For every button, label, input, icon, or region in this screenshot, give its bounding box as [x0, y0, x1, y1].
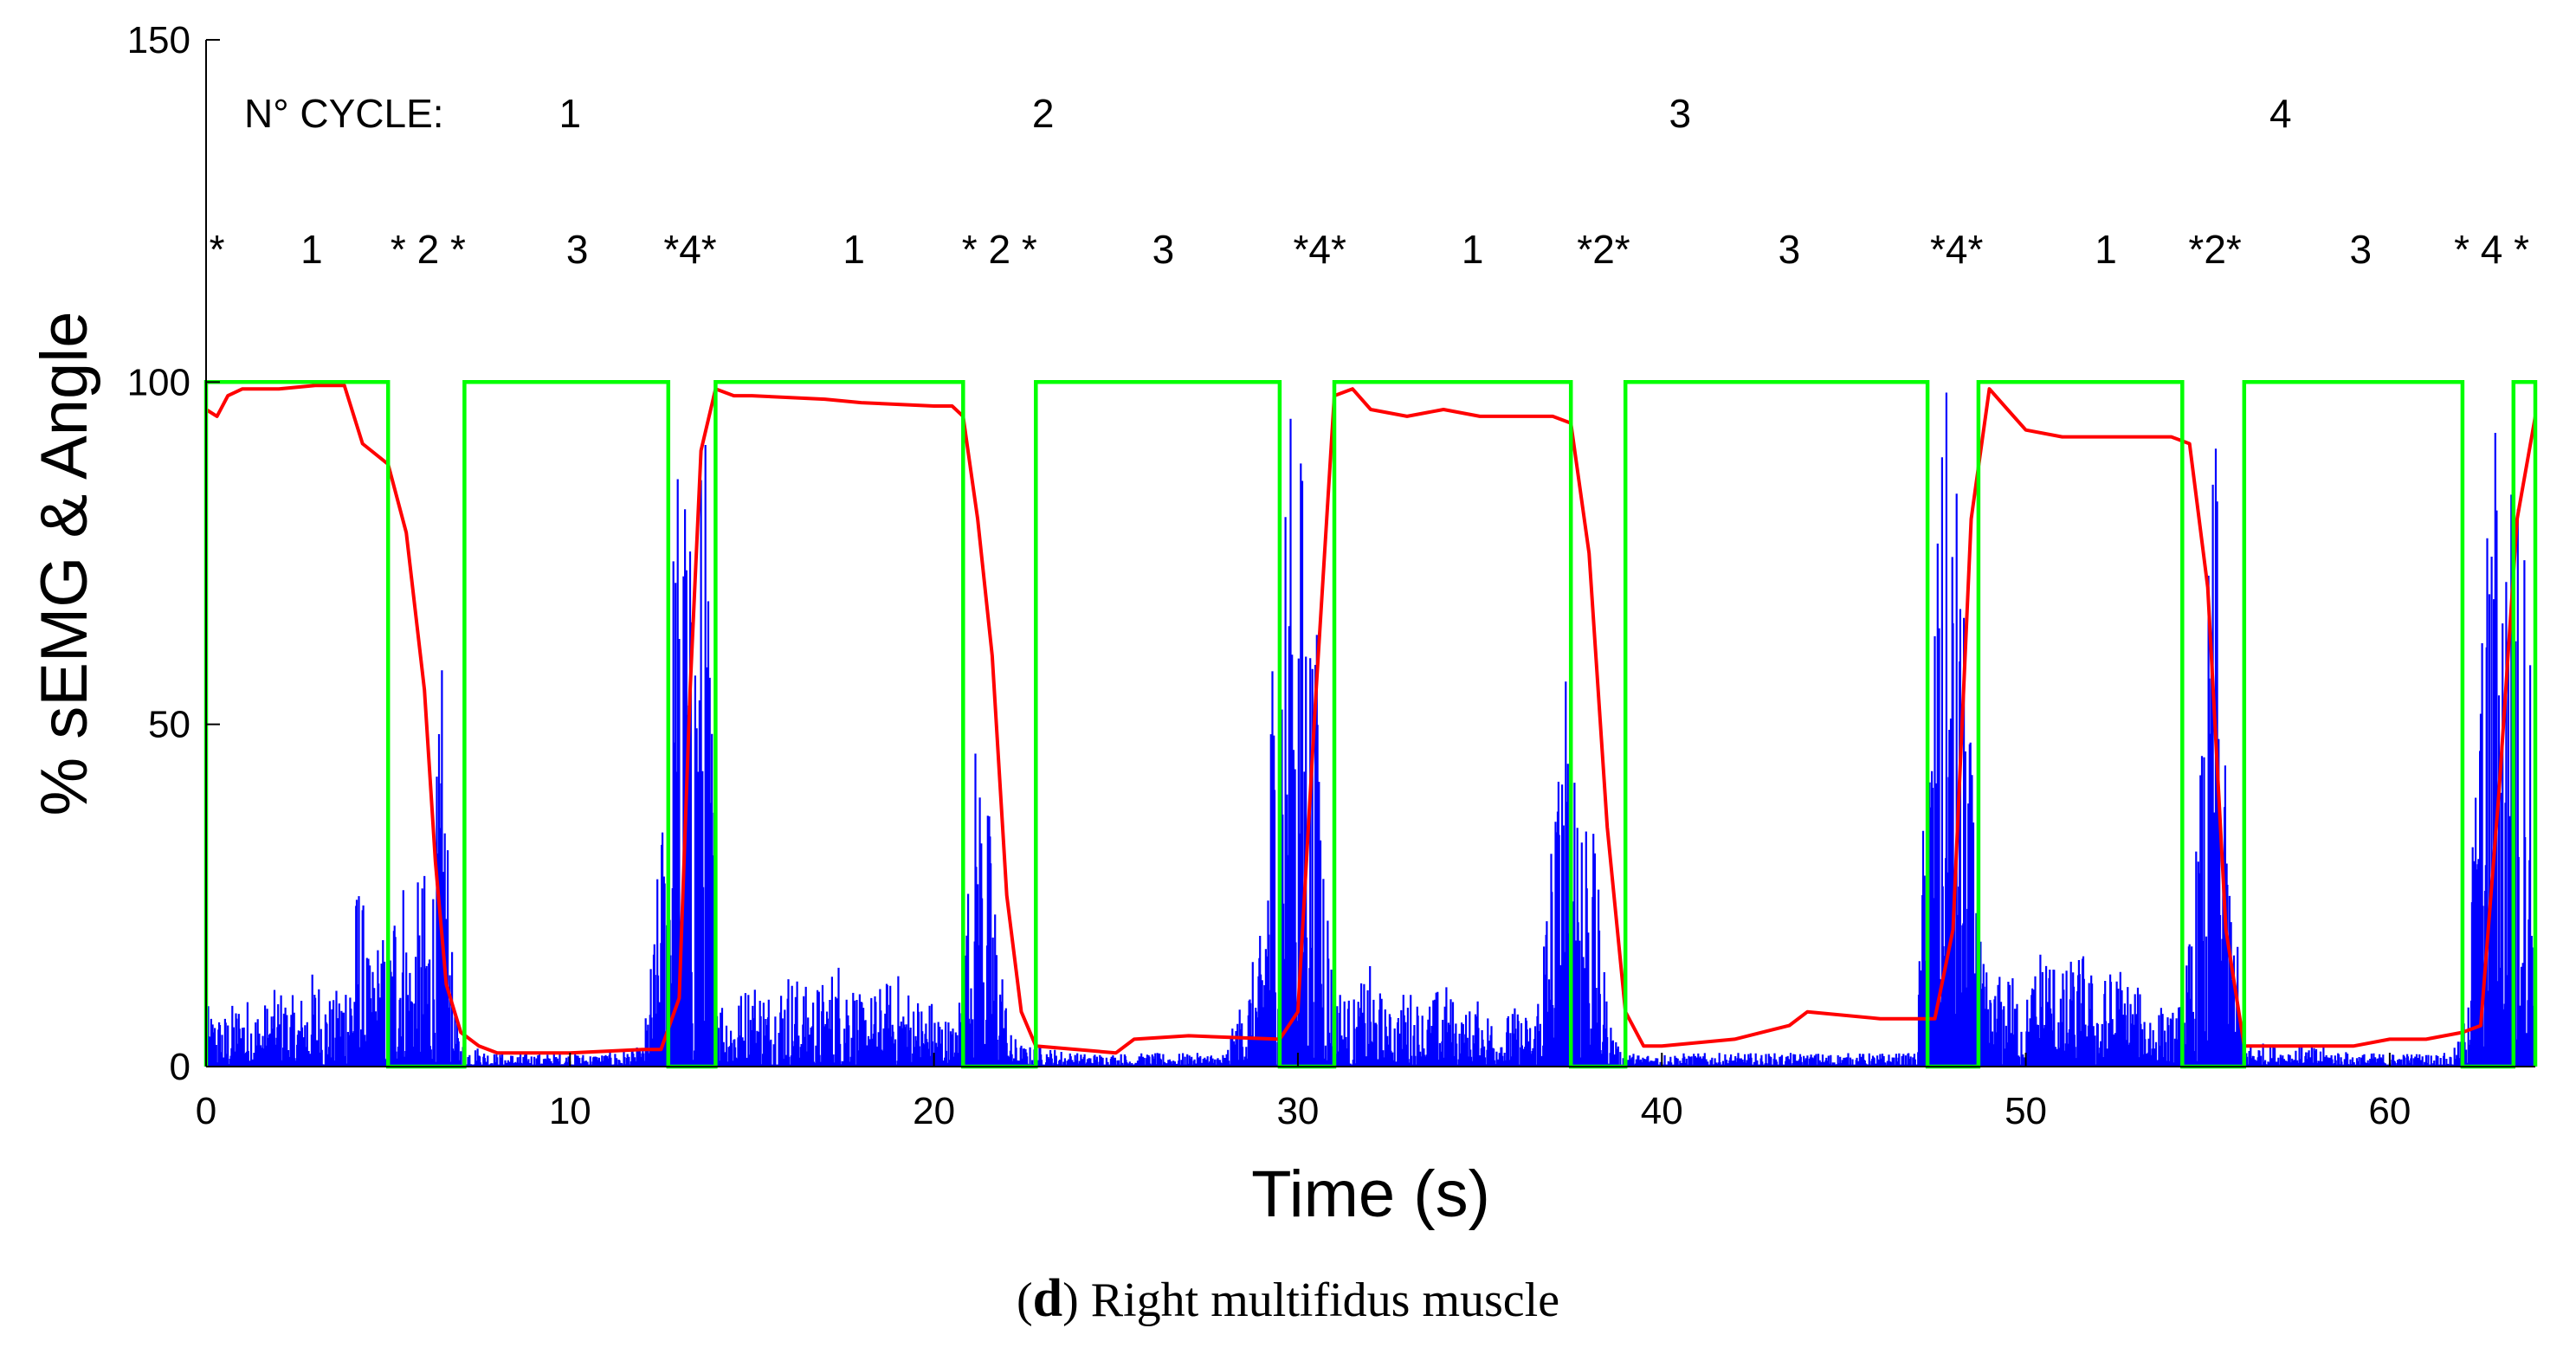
figure-caption: (d) Right multifidus muscle	[0, 1260, 2576, 1338]
phase-label: * 4 *	[2454, 227, 2529, 272]
phase-label: * 2 *	[391, 227, 466, 272]
phase-square-wave	[203, 380, 2538, 1069]
x-axis-title: Time (s)	[1251, 1157, 1490, 1231]
phase-label: *4*	[1930, 227, 1983, 272]
phase-label: * 2 *	[962, 227, 1037, 272]
cycle-number: 4	[2269, 91, 2292, 136]
phase-label: 1	[1462, 227, 1484, 272]
phase-series	[203, 380, 2538, 1069]
y-tick-label: 100	[127, 361, 190, 403]
phase-label: 3	[566, 227, 589, 272]
x-tick-label: 20	[913, 1090, 955, 1132]
emg-trace	[204, 392, 2536, 1067]
phase-label: *2*	[1577, 227, 1630, 272]
caption-text: Right multifidus muscle	[1090, 1273, 1560, 1327]
cycle-number: 1	[559, 91, 582, 136]
x-tick-label: 50	[2005, 1090, 2047, 1132]
phase-label: *4*	[663, 227, 716, 272]
cycle-label: N° CYCLE:	[244, 91, 444, 136]
phase-label: 1	[843, 227, 865, 272]
phase-label: 1	[300, 227, 323, 272]
x-tick-label: 30	[1276, 1090, 1319, 1132]
phase-label: 3	[1779, 227, 1801, 272]
cycle-number: 3	[1669, 91, 1691, 136]
phase-label: 1	[2095, 227, 2117, 272]
y-tick-label: 150	[127, 19, 190, 61]
y-tick-label: 50	[148, 704, 190, 746]
phase-label: 3	[2349, 227, 2372, 272]
x-tick-label: 60	[2368, 1090, 2411, 1132]
x-tick-label: 40	[1641, 1090, 1683, 1132]
phase-label: *2*	[2188, 227, 2241, 272]
caption-letter: (d)	[1016, 1269, 1079, 1328]
annotation-labels: N° CYCLE: 1 2 3 4 * 1 * 2 * 3 *4* 1 * 2 * 3 *4* 1 *2* 3 *…	[210, 91, 2529, 272]
axes: 0 10 20 30 40 50 60 0 50 100 150 Time (s) % sEMG & A…	[28, 19, 2535, 1231]
angle-series	[204, 384, 2537, 1055]
y-axis-title: % sEMG & Angle	[28, 312, 101, 816]
angle-line	[204, 384, 2537, 1055]
x-tick-label: 10	[549, 1090, 591, 1132]
x-tick-label: 0	[196, 1090, 216, 1132]
phase-label: *	[210, 227, 225, 272]
emg-series	[204, 392, 2536, 1067]
cycle-number: 2	[1032, 91, 1055, 136]
y-tick-label: 0	[170, 1046, 190, 1088]
phase-label: 3	[1152, 227, 1175, 272]
phase-label: *4*	[1293, 227, 1346, 272]
